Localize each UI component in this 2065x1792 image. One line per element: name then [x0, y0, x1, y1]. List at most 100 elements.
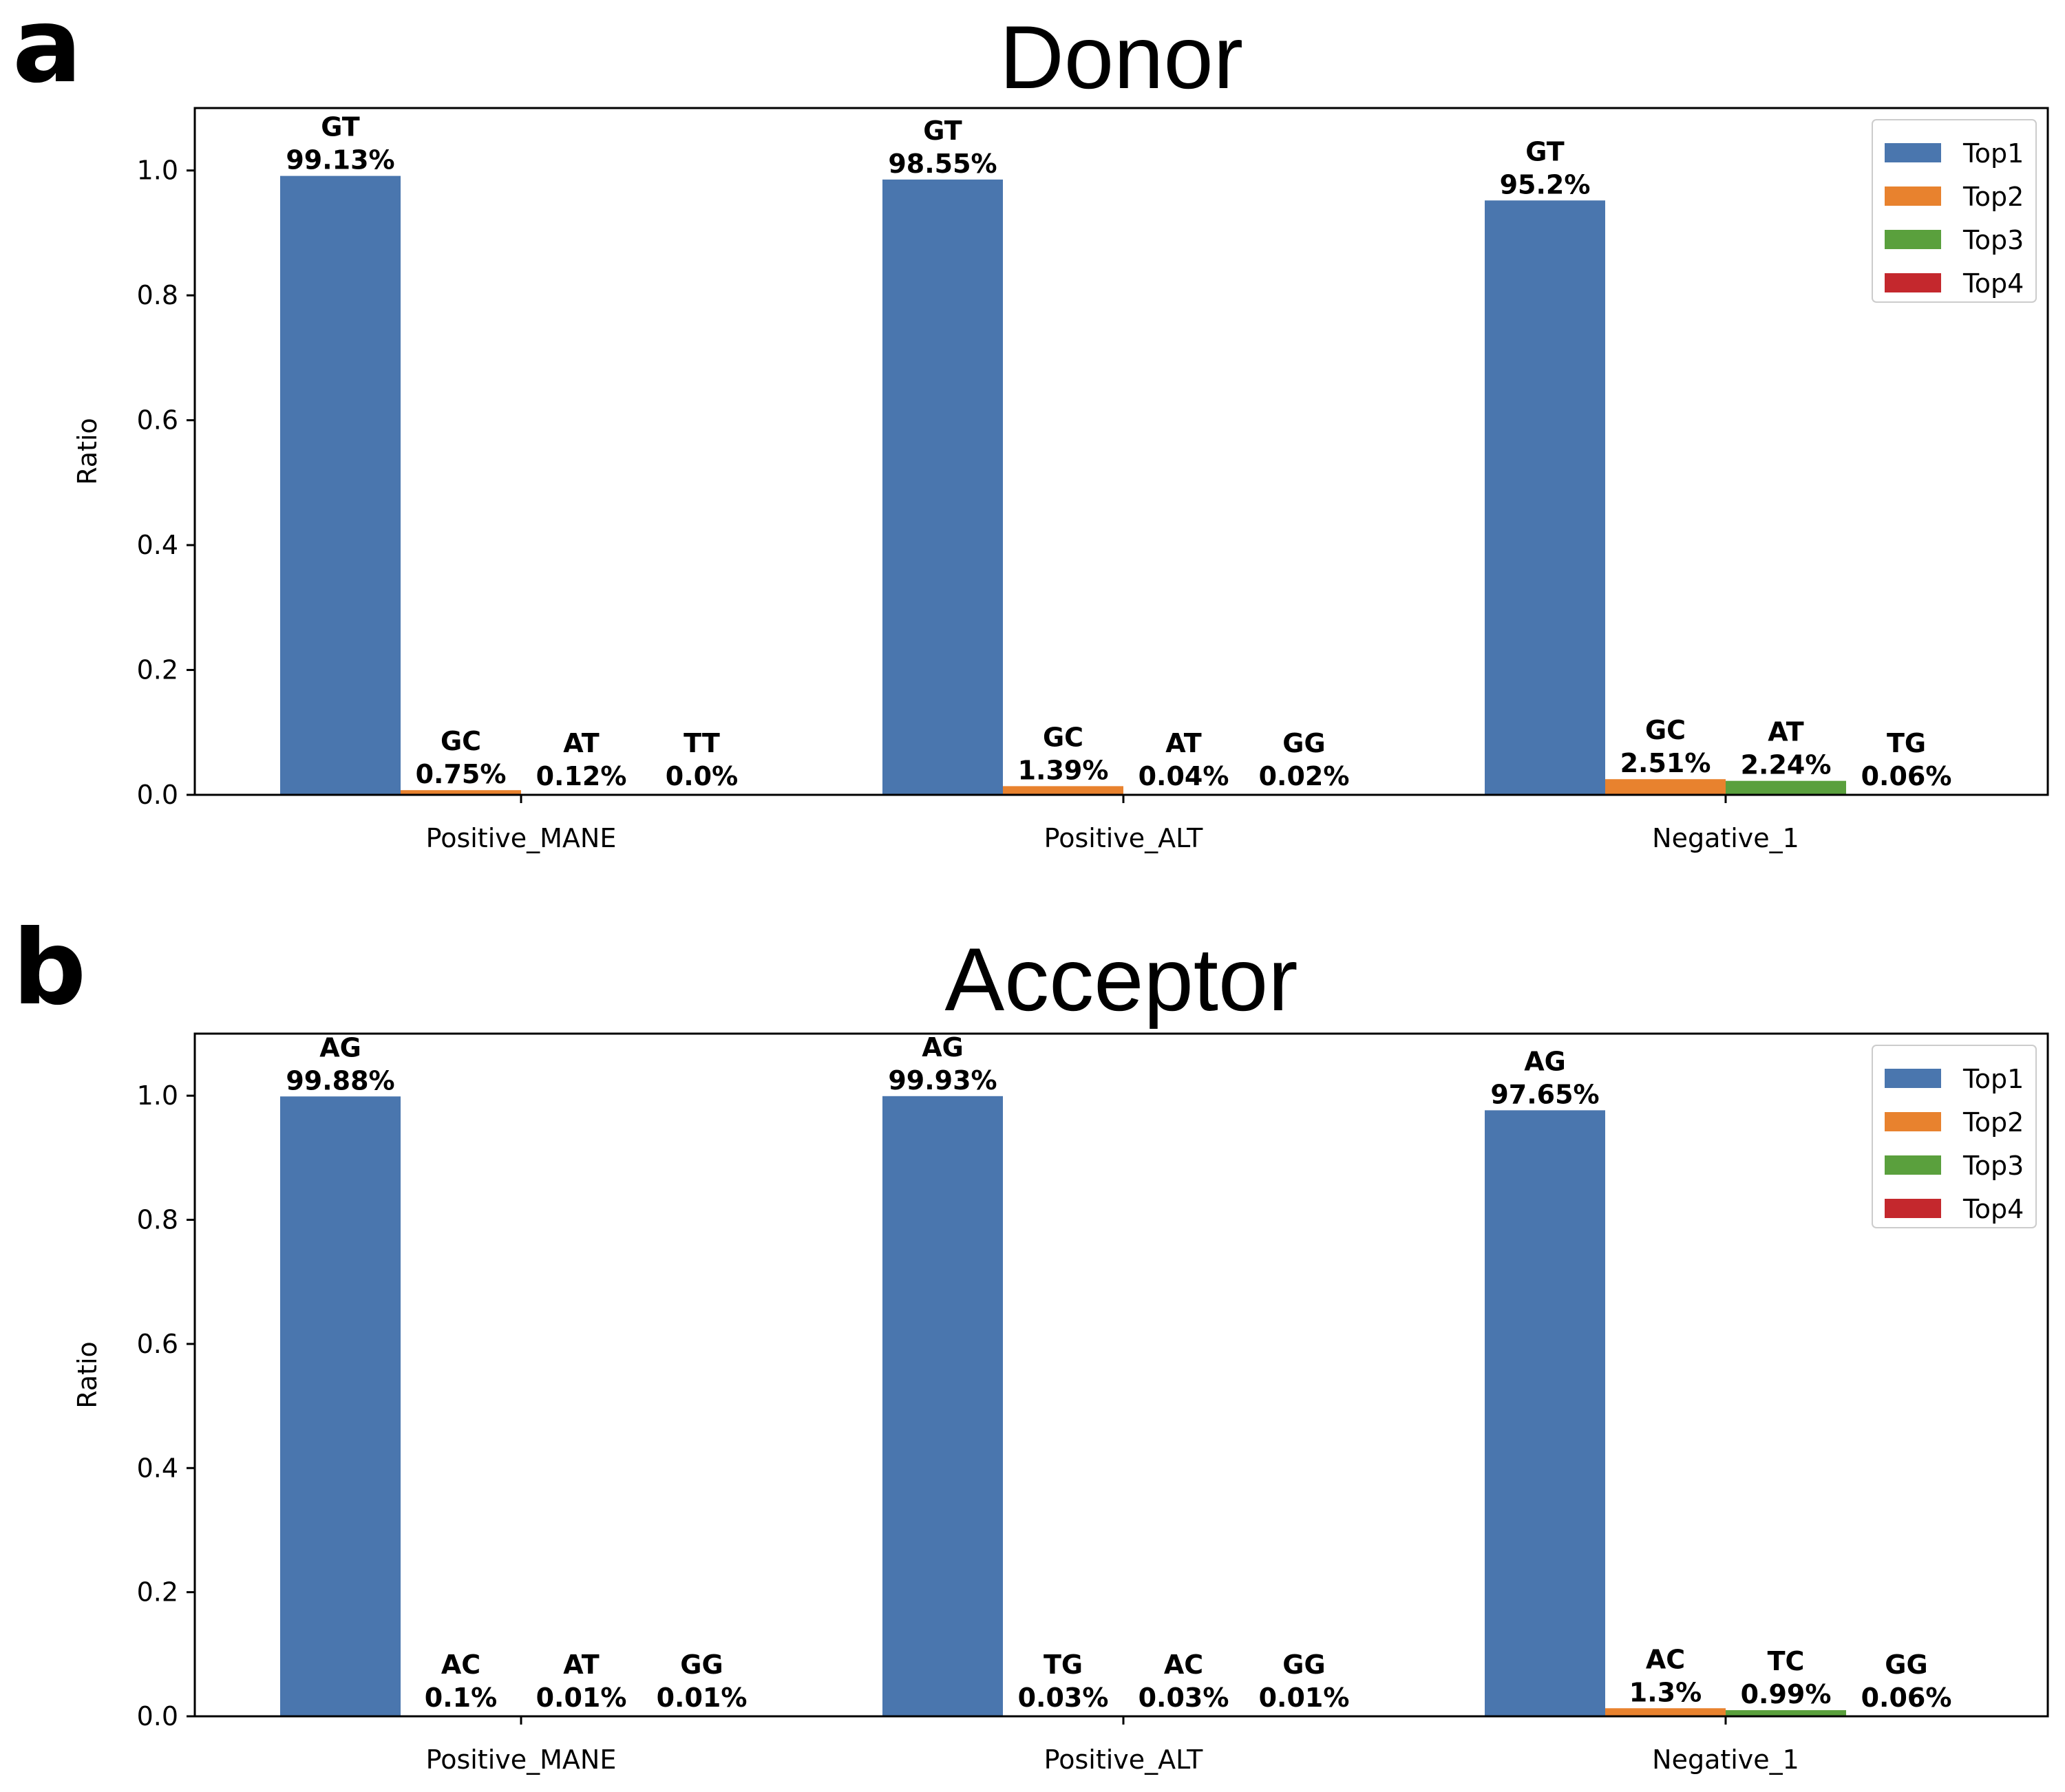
bar-value-label: 99.13%	[286, 145, 394, 175]
bar-motif-label: GG	[1885, 1650, 1927, 1680]
bar-top2-positive-mane	[401, 790, 521, 795]
bar-value-label: 2.51%	[1620, 748, 1711, 778]
legend-box	[1872, 1045, 2037, 1228]
bar-value-label: 0.1%	[425, 1683, 497, 1713]
bar-top1-positive-mane	[280, 1096, 401, 1716]
y-tick-label: 0.4	[137, 1453, 178, 1483]
bar-value-label: 0.06%	[1861, 761, 1952, 791]
y-tick-label: 0.6	[137, 405, 178, 436]
bar-motif-label: AC	[441, 1650, 480, 1680]
bar-top2-negative-1	[1605, 1708, 1726, 1716]
y-tick-label: 0.2	[137, 1577, 178, 1608]
panel-letter: b	[12, 908, 86, 1028]
bar-value-label: 0.12%	[536, 761, 627, 791]
legend-label-top2: Top2	[1962, 1107, 2024, 1138]
bar-motif-label: TT	[684, 728, 720, 758]
bar-value-label: 0.03%	[1018, 1683, 1109, 1713]
bar-motif-label: TC	[1768, 1646, 1805, 1676]
bar-motif-label: AT	[1768, 717, 1803, 747]
bar-motif-label: GG	[680, 1650, 723, 1680]
bar-motif-label: GT	[1525, 136, 1565, 167]
bar-top2-negative-1	[1605, 779, 1726, 795]
bar-value-label: 97.65%	[1490, 1079, 1599, 1109]
x-tick-label: Positive_ALT	[1044, 1745, 1203, 1775]
bar-value-label: 0.06%	[1861, 1683, 1952, 1713]
bar-value-label: 0.02%	[1259, 761, 1350, 791]
legend-swatch-top2	[1885, 1112, 1941, 1131]
bar-value-label: 0.75%	[416, 759, 507, 789]
bar-motif-label: AC	[1164, 1650, 1203, 1680]
bar-top1-negative-1	[1485, 1110, 1605, 1716]
bar-top1-positive-alt	[882, 1096, 1003, 1716]
bar-value-label: 2.24%	[1741, 750, 1832, 780]
legend-swatch-top4	[1885, 1199, 1941, 1218]
bar-value-label: 0.03%	[1139, 1683, 1229, 1713]
legend-label-top3: Top3	[1962, 1151, 2024, 1181]
y-tick-label: 0.8	[137, 280, 178, 310]
bar-motif-label: GG	[1282, 1650, 1325, 1680]
y-axis-label: Ratio	[72, 418, 103, 485]
y-tick-label: 0.8	[137, 1205, 178, 1235]
bar-top3-negative-1	[1726, 1710, 1846, 1716]
legend-swatch-top2	[1885, 186, 1941, 206]
chart-1: a Donor99.13%GT98.55%GT95.2%GT0.75%GC1.39…	[12, 0, 2049, 853]
legend-swatch-top3	[1885, 1155, 1941, 1175]
bar-motif-label: GC	[441, 726, 481, 756]
bar-motif-label: GC	[1645, 715, 1686, 745]
legend-label-top3: Top3	[1962, 225, 2024, 255]
legend-swatch-top4	[1885, 273, 1941, 292]
bar-value-label: 0.0%	[666, 761, 738, 791]
x-tick-label: Positive_ALT	[1044, 823, 1203, 853]
bar-motif-label: AG	[1524, 1046, 1566, 1076]
legend-label-top1: Top1	[1962, 1064, 2024, 1094]
chart-title: Acceptor	[944, 929, 1298, 1030]
chart-2: b Acceptor99.88%AG99.93%AG97.65%AG0.1%AC0…	[12, 908, 2049, 1775]
y-tick-label: 0.2	[137, 655, 178, 685]
bar-motif-label: GT	[923, 116, 962, 146]
legend-swatch-top1	[1885, 1069, 1941, 1088]
bar-top2-positive-alt	[1003, 786, 1123, 795]
legend-label-top1: Top1	[1962, 138, 2024, 169]
bar-motif-label: GC	[1043, 722, 1083, 752]
y-axis-label: Ratio	[72, 1341, 103, 1409]
legend-swatch-top3	[1885, 230, 1941, 249]
plot-frame	[193, 1032, 2049, 1718]
chart-title: Donor	[999, 7, 1243, 107]
bar-top1-negative-1	[1485, 200, 1605, 795]
bar-value-label: 98.55%	[888, 149, 997, 179]
legend-box	[1872, 119, 2037, 303]
bar-motif-label: TG	[1044, 1650, 1083, 1680]
y-tick-label: 0.6	[137, 1329, 178, 1359]
panel-letter: a	[12, 0, 82, 106]
legend-label-top2: Top2	[1962, 182, 2024, 212]
bar-top3-negative-1	[1726, 780, 1846, 795]
bar-top1-positive-mane	[280, 175, 401, 795]
bar-motif-label: GT	[321, 112, 360, 142]
y-tick-label: 0.4	[137, 530, 178, 560]
bar-motif-label: AG	[319, 1032, 361, 1063]
bar-value-label: 95.2%	[1500, 169, 1591, 200]
bar-motif-label: AC	[1646, 1644, 1685, 1674]
x-tick-label: Positive_MANE	[426, 823, 617, 853]
legend-swatch-top1	[1885, 143, 1941, 162]
bar-motif-label: AT	[563, 1650, 599, 1680]
x-tick-label: Negative_1	[1652, 1745, 1799, 1775]
bar-motif-label: TG	[1887, 728, 1926, 758]
y-tick-label: 1.0	[137, 1080, 178, 1111]
y-tick-label: 0.0	[137, 780, 178, 810]
y-tick-label: 1.0	[137, 156, 178, 186]
bar-motif-label: AT	[1165, 728, 1201, 758]
bar-motif-label: AT	[563, 728, 599, 758]
plot-frame	[193, 107, 2049, 796]
bar-value-label: 99.93%	[888, 1065, 997, 1096]
bar-value-label: 1.3%	[1629, 1677, 1702, 1707]
x-tick-label: Negative_1	[1652, 823, 1799, 853]
bar-value-label: 0.01%	[657, 1683, 748, 1713]
legend-label-top4: Top4	[1962, 1194, 2024, 1224]
bar-top1-positive-alt	[882, 179, 1003, 796]
y-tick-label: 0.0	[137, 1701, 178, 1731]
bar-value-label: 99.88%	[286, 1065, 394, 1096]
bar-motif-label: AG	[922, 1032, 964, 1063]
bar-value-label: 0.01%	[1259, 1683, 1350, 1713]
